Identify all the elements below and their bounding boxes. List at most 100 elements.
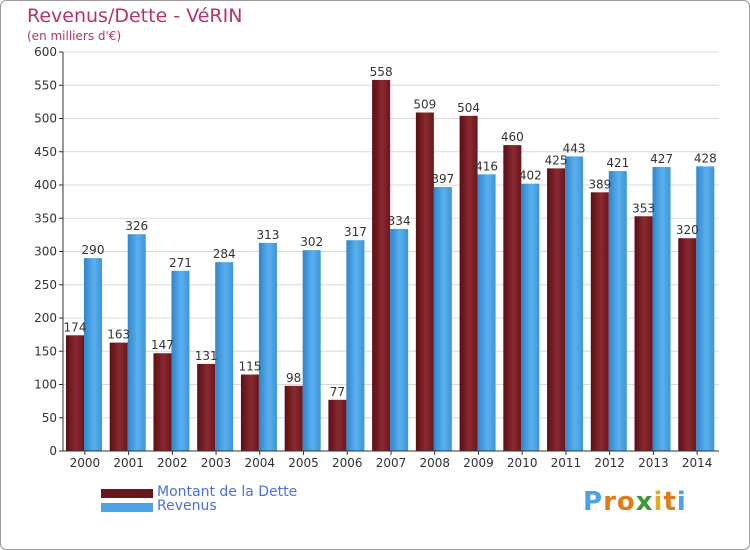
bar-revenue [215, 262, 234, 451]
bar-debt [240, 374, 259, 451]
data-label-debt: 353 [632, 201, 655, 215]
bar-debt [459, 115, 478, 451]
data-label-debt: 504 [457, 101, 480, 115]
bar-debt [284, 385, 303, 451]
bar-revenue [84, 258, 102, 451]
bar-revenue [390, 228, 409, 451]
data-label-debt: 174 [64, 320, 87, 334]
data-label-revenue: 402 [519, 169, 542, 183]
x-tick-label: 2007 [376, 456, 407, 470]
data-label-revenue: 271 [169, 256, 192, 270]
data-label-revenue: 334 [388, 214, 411, 228]
bar-debt [153, 353, 172, 451]
bar-debt [678, 238, 697, 451]
legend-swatch-debt [101, 489, 153, 498]
bar-revenue [696, 166, 715, 451]
bar-revenue [608, 171, 627, 451]
bar-revenue [521, 183, 540, 452]
y-tick-label: 350 [34, 211, 57, 225]
y-tick-label: 0 [49, 444, 57, 458]
bar-revenue [433, 186, 452, 451]
bar-revenue [171, 270, 190, 451]
data-label-debt: 509 [413, 98, 436, 112]
x-tick-label: 2008 [419, 456, 450, 470]
y-tick-label: 300 [34, 245, 57, 259]
data-label-revenue: 428 [694, 151, 717, 165]
data-label-revenue: 326 [125, 219, 148, 233]
bar-debt [197, 363, 216, 451]
logo-letter: i [676, 487, 687, 517]
x-tick-label: 2003 [201, 456, 232, 470]
y-tick-label: 550 [34, 78, 57, 92]
bar-revenue [302, 250, 321, 451]
legend-label-debt: Montant de la Dette [157, 484, 298, 500]
x-tick-label: 2012 [594, 456, 625, 470]
x-tick-label: 2009 [463, 456, 494, 470]
data-label-revenue: 317 [344, 225, 367, 239]
y-tick-label: 450 [34, 145, 57, 159]
y-tick-label: 150 [34, 344, 57, 358]
data-label-revenue: 284 [213, 247, 236, 261]
data-label-revenue: 397 [431, 172, 454, 186]
logo-letter: P [583, 487, 604, 517]
logo-letter: r [603, 487, 617, 517]
x-tick-label: 2006 [332, 456, 363, 470]
logo-letter: x [635, 487, 654, 517]
logo-letter: o [616, 487, 636, 517]
x-tick-label: 2010 [507, 456, 538, 470]
bar-revenue [346, 240, 365, 451]
bar-debt [634, 216, 653, 451]
bar-debt [66, 335, 84, 451]
legend-swatch-revenue [101, 503, 153, 512]
x-tick-label: 2002 [157, 456, 188, 470]
data-label-revenue: 290 [82, 243, 105, 257]
data-label-debt: 460 [501, 130, 524, 144]
bar-revenue [127, 234, 146, 451]
bar-debt [590, 192, 609, 451]
data-label-revenue: 313 [256, 228, 279, 242]
data-label-debt: 131 [195, 349, 218, 363]
logo-letter: t [663, 487, 677, 517]
chart-subtitle: (en milliers d'€) [27, 29, 122, 43]
data-label-debt: 98 [286, 371, 301, 385]
logo-letter: i [653, 487, 664, 517]
bar-debt [372, 79, 391, 452]
data-label-debt: 147 [151, 338, 174, 352]
data-label-debt: 77 [330, 385, 345, 399]
data-label-revenue: 416 [475, 159, 498, 173]
chart-title: Revenus/Dette - VéRIN [27, 5, 243, 27]
bar-revenue [258, 242, 277, 451]
bar-debt [109, 342, 128, 451]
bar-debt [547, 168, 566, 451]
bar-debt [328, 399, 347, 451]
x-tick-label: 2005 [288, 456, 319, 470]
bar-revenue [477, 174, 496, 452]
data-label-debt: 320 [676, 223, 699, 237]
x-tick-label: 2004 [245, 456, 276, 470]
data-label-debt: 115 [238, 360, 261, 374]
data-label-revenue: 302 [300, 235, 323, 249]
y-tick-label: 250 [34, 278, 57, 292]
bar-debt [415, 112, 434, 451]
legend-label-revenue: Revenus [157, 498, 217, 514]
x-tick-label: 2001 [113, 456, 144, 470]
x-tick-label: 2011 [551, 456, 582, 470]
y-tick-label: 500 [34, 112, 57, 126]
bar-revenue [565, 156, 584, 451]
bar-revenue [652, 167, 671, 452]
data-label-debt: 425 [545, 153, 568, 167]
data-label-revenue: 443 [563, 141, 586, 155]
data-label-revenue: 421 [606, 156, 629, 170]
proxiti-logo: Proxiti [583, 487, 687, 517]
y-tick-label: 50 [42, 411, 57, 425]
bar-debt [503, 145, 522, 451]
y-tick-label: 200 [34, 311, 57, 325]
y-tick-label: 400 [34, 178, 57, 192]
data-label-debt: 389 [588, 177, 611, 191]
data-label-debt: 163 [107, 328, 130, 342]
x-tick-label: 2013 [638, 456, 669, 470]
data-label-debt: 558 [370, 65, 393, 79]
data-label-revenue: 427 [650, 152, 673, 166]
